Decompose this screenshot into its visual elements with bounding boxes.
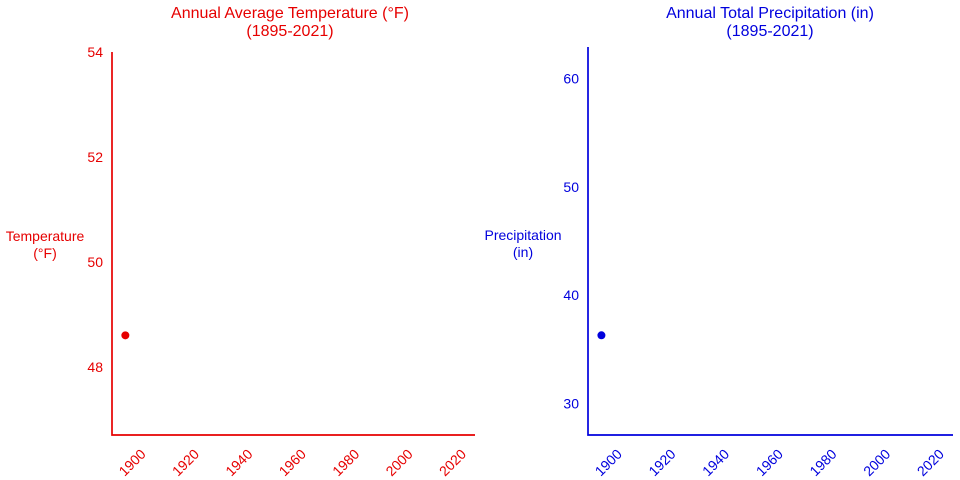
chart2-x-tick-label: 1900 xyxy=(592,446,625,479)
chart2-y-tick-label: 60 xyxy=(563,70,579,86)
chart2-y-tick-label: 30 xyxy=(563,396,579,412)
chart2-y-axis-label-line2: (in) xyxy=(512,244,534,260)
chart1-x-tick-label: 1980 xyxy=(329,446,362,479)
chart2-x-tick-label: 1960 xyxy=(753,446,786,479)
chart1-y-tick-label: 52 xyxy=(87,149,103,165)
chart1-x-tick-label: 1960 xyxy=(276,446,309,479)
chart2-y-axis-label: Precipitation (in) xyxy=(484,227,561,261)
chart2-x-tick-label: 1920 xyxy=(645,446,678,479)
chart2-y-axis-label-line1: Precipitation xyxy=(484,227,562,243)
chart2-title-block: Annual Total Precipitation (in) (1895-20… xyxy=(666,5,874,41)
chart1-y-axis-label-line2: (°F) xyxy=(33,245,57,261)
chart1-data-point xyxy=(121,331,130,340)
chart1-y-tick-label: 48 xyxy=(87,359,103,375)
chart2-x-tick-label: 1940 xyxy=(699,446,732,479)
chart2-data-point xyxy=(597,331,606,340)
chart2-x-tick-label: 2020 xyxy=(914,446,947,479)
chart2-subtitle: (1895-2021) xyxy=(726,23,814,40)
chart1-axes-line xyxy=(111,52,475,436)
chart1-x-tick-label: 2000 xyxy=(382,446,415,479)
chart1-x-tick-label: 2020 xyxy=(436,446,469,479)
chart1-y-tick-label: 54 xyxy=(87,44,103,60)
chart1-y-axis-label: Temperature (°F) xyxy=(6,228,85,262)
chart1-x-tick-label: 1920 xyxy=(169,446,202,479)
chart1-x-tick-label: 1940 xyxy=(222,446,255,479)
chart1-y-tick-label: 50 xyxy=(87,254,103,270)
chart2-y-tick-label: 40 xyxy=(563,287,579,303)
chart1-y-axis-label-line1: Temperature xyxy=(5,228,85,244)
chart2-title: Annual Total Precipitation (in) xyxy=(666,5,874,22)
chart2-y-tick-label: 50 xyxy=(563,179,579,195)
chart1-x-tick-label: 1900 xyxy=(115,446,148,479)
chart2-x-tick-label: 1980 xyxy=(806,446,839,479)
chart1-title-block: Annual Average Temperature (°F) (1895-20… xyxy=(171,5,409,41)
chart2-axes-line xyxy=(587,47,953,436)
chart2-x-tick-label: 2000 xyxy=(860,446,893,479)
chart1-subtitle: (1895-2021) xyxy=(246,23,334,40)
chart1-title: Annual Average Temperature (°F) xyxy=(171,5,409,22)
